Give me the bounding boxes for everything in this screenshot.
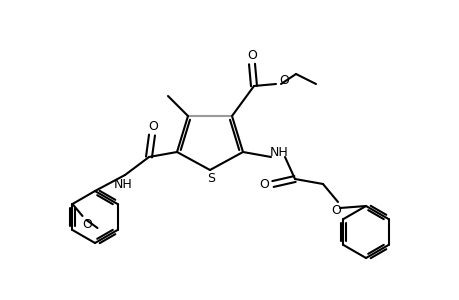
Text: O: O [82,218,92,230]
Text: O: O [148,119,157,133]
Text: S: S [207,172,214,185]
Text: NH: NH [113,178,132,190]
Text: O: O [246,49,257,62]
Text: O: O [258,178,269,190]
Text: NH: NH [269,146,288,158]
Text: O: O [279,74,288,86]
Text: O: O [330,205,340,218]
